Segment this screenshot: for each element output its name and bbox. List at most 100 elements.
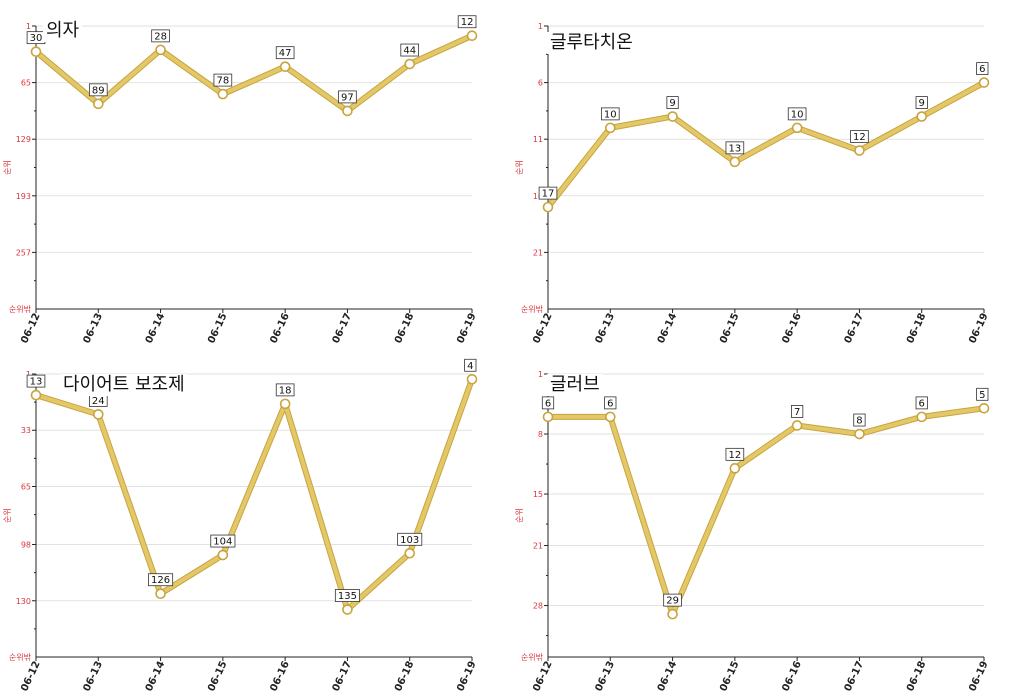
chart-panel-diet-supplement: 1 33 65 98 130 순위밖 순위 06-12 06-13 06-14 06-15 06-16…: [0, 348, 512, 696]
data-label-0: 13: [30, 377, 43, 388]
data-point-5: [342, 105, 353, 117]
y-tick-label-0: 1: [26, 22, 31, 31]
data-label-2: 126: [151, 575, 170, 586]
series-line: [546, 406, 986, 617]
data-label-box-2: [663, 593, 682, 607]
chart-panel-chair: 1 65 129 193 257 순위밖 순위 06-12 06-13 06-14 06-15 06-…: [0, 0, 512, 348]
chart-panel-glutathione: 1 6 11 16 21 순위밖 순위 06-12 06-13 06-14 06-15 06-16 06…: [512, 0, 1024, 348]
series-line: [34, 377, 474, 612]
data-point-1: [604, 122, 616, 134]
y-tick-label-2: 65: [21, 482, 31, 491]
y-tick-label-4: 257: [16, 248, 31, 257]
series-line: [546, 80, 986, 210]
x-tick-label-5: 06-17: [331, 660, 355, 694]
x-tick-label-7: 06-19: [967, 660, 991, 694]
x-tick-label-4: 06-16: [268, 312, 292, 346]
data-label-box-4: [791, 405, 804, 418]
data-label-box-4: [275, 383, 295, 397]
x-tick-label-3: 06-15: [718, 660, 742, 694]
data-point-2: [667, 111, 678, 122]
chart-title-glutathione: 글루타치온: [547, 32, 636, 54]
data-label-box-3: [725, 447, 745, 461]
x-tick-label-4: 06-16: [780, 660, 804, 694]
data-point-6: [916, 111, 928, 122]
data-label-6: 103: [400, 535, 419, 546]
data-point-6: [404, 58, 416, 70]
data-label-box-0: [538, 186, 558, 200]
data-label-1: 10: [604, 109, 617, 120]
data-label-7: 12: [461, 17, 474, 28]
data-label-2: 28: [154, 31, 167, 42]
data-point-1: [92, 98, 104, 110]
data-point-0: [30, 389, 42, 401]
x-tick-label-3: 06-15: [206, 660, 230, 694]
data-label-5: 12: [853, 132, 866, 143]
y-axis-title: 순위: [515, 160, 524, 175]
y-axis-title: 순위: [3, 160, 12, 175]
y-axis-title: 순위: [515, 508, 524, 523]
data-label-3: 104: [213, 537, 232, 548]
y-tick-label-3: 21: [533, 542, 543, 551]
data-point-1: [92, 409, 104, 420]
x-tick-label-5: 06-17: [331, 312, 355, 346]
y-tick-label-0: 1: [538, 370, 543, 379]
x-tick-label-6: 06-18: [905, 312, 929, 346]
data-point-4: [279, 398, 291, 410]
data-label-box-6: [915, 396, 928, 410]
y-tick-label-1: 8: [538, 430, 543, 439]
data-label-box-1: [604, 396, 617, 410]
data-label-1: 6: [607, 398, 613, 409]
data-point-2: [155, 588, 166, 600]
data-label-box-0: [26, 374, 46, 388]
data-label-5: 97: [341, 92, 354, 103]
data-label-box-6: [400, 43, 420, 57]
data-label-4: 10: [791, 109, 804, 120]
data-label-box-5: [334, 589, 360, 602]
x-tick-label-7: 06-19: [455, 660, 479, 694]
x-tick-label-2: 06-14: [656, 312, 680, 346]
data-label-box-7: [976, 387, 989, 401]
data-label-box-3: [213, 73, 233, 87]
y-tick-label-2: 15: [533, 490, 543, 499]
x-tick-label-5: 06-17: [843, 312, 867, 346]
data-label-6: 9: [919, 98, 925, 109]
data-label-box-5: [850, 130, 869, 143]
chart-svg-chair: 1 65 129 193 257 순위밖 순위 06-12 06-13 06-14 06-15 06-…: [3, 15, 479, 346]
x-tick-label-0: 06-12: [531, 660, 555, 694]
y-bottom-label: 순위밖: [521, 304, 544, 314]
data-label-5: 135: [338, 591, 357, 602]
x-tick-label-5: 06-17: [843, 660, 867, 694]
data-point-0: [542, 411, 554, 423]
data-label-7: 4: [467, 361, 473, 372]
y-tick-label-1: 65: [21, 79, 31, 88]
chart-svg-diet-supplement: 1 33 65 98 130 순위밖 순위 06-12 06-13 06-14 06-15 06-16…: [3, 358, 479, 694]
data-label-box-7: [457, 15, 477, 29]
data-label-3: 13: [728, 143, 741, 154]
data-label-box-2: [148, 573, 174, 587]
data-point-7: [466, 30, 478, 42]
x-tick-label-7: 06-19: [967, 312, 991, 346]
data-label-box-4: [275, 46, 295, 60]
x-tick-label-0: 06-12: [19, 312, 43, 346]
data-point-6: [404, 547, 416, 559]
data-label-1: 89: [92, 85, 105, 96]
y-tick-label-4: 28: [533, 602, 543, 611]
data-label-box-7: [976, 62, 989, 75]
x-tick-label-6: 06-18: [393, 660, 417, 694]
y-tick-label-4: 130: [16, 597, 31, 606]
data-label-box-6: [397, 532, 423, 546]
y-tick-label-2: 11: [533, 135, 543, 144]
chart-svg-glove: 1 8 15 21 28 순위밖 순위 06-12 06-13 06-14 06-15 06-16 06…: [515, 370, 991, 694]
data-label-2: 9: [669, 98, 675, 109]
chart-panel-glove: 1 8 15 21 28 순위밖 순위 06-12 06-13 06-14 06-15 06-16 06…: [512, 348, 1024, 696]
data-label-6: 44: [403, 46, 416, 57]
y-bottom-label: 순위밖: [9, 304, 32, 314]
y-bottom-label: 순위밖: [521, 652, 544, 662]
data-label-2: 29: [666, 596, 679, 607]
data-point-3: [729, 156, 741, 168]
y-bottom-label: 순위밖: [9, 652, 32, 662]
data-label-box-6: [915, 96, 928, 109]
data-point-2: [667, 608, 678, 620]
data-label-box-3: [210, 534, 236, 548]
y-tick-label-1: 33: [21, 426, 31, 435]
